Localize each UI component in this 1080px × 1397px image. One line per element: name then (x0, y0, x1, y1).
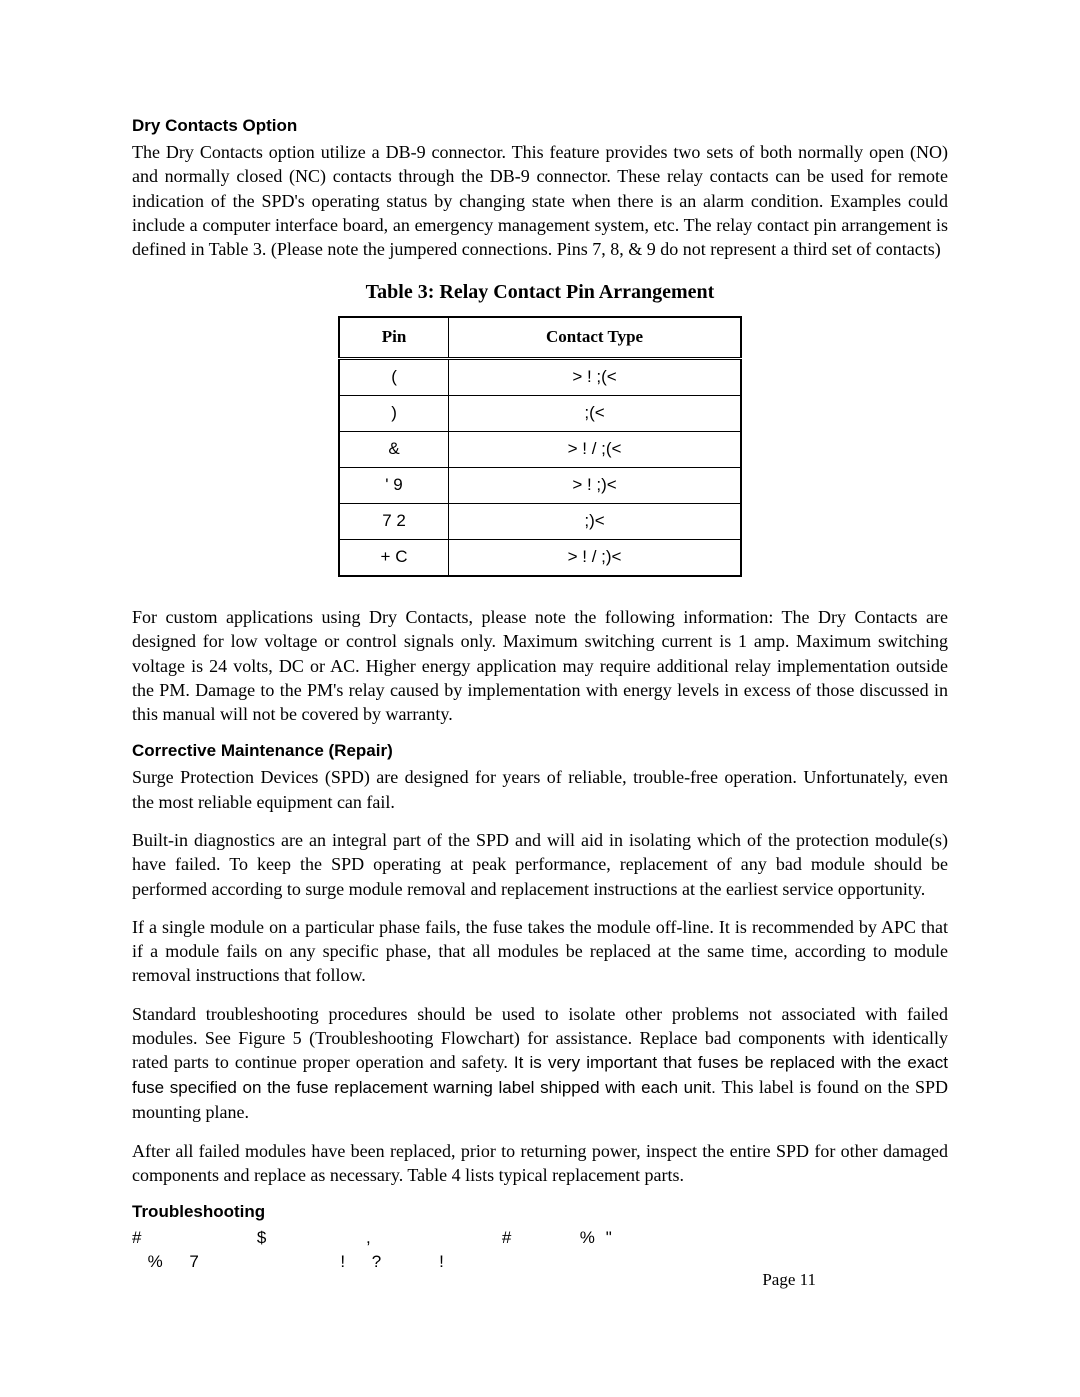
para-custom-applications: For custom applications using Dry Contac… (132, 605, 948, 726)
section-troubleshooting: Troubleshooting # $ , # % " % 7 ! ? ! (132, 1201, 948, 1274)
heading-dry-contacts: Dry Contacts Option (132, 115, 948, 138)
cell-pin: & (339, 432, 449, 468)
table-row: + C > ! / ;)< (339, 540, 741, 576)
cell-pin: ) (339, 396, 449, 432)
cell-type: ;)< (449, 504, 741, 540)
table-header-row: Pin Contact Type (339, 317, 741, 358)
relay-contact-table: Pin Contact Type ( > ! ;(< ) ;(< & > ! /… (338, 316, 742, 577)
para-corrective-2: Built-in diagnostics are an integral par… (132, 828, 948, 901)
cell-pin: ' 9 (339, 468, 449, 504)
cell-type: > ! ;(< (449, 359, 741, 396)
col-header-pin: Pin (339, 317, 449, 358)
cell-type: ;(< (449, 396, 741, 432)
cell-type: > ! / ;)< (449, 540, 741, 576)
para-corrective-5: After all failed modules have been repla… (132, 1139, 948, 1188)
section-dry-contacts: Dry Contacts Option The Dry Contacts opt… (132, 115, 948, 261)
cell-type: > ! ;)< (449, 468, 741, 504)
para-corrective-3: If a single module on a particular phase… (132, 915, 948, 988)
page-number: Page 11 (762, 1269, 816, 1292)
cell-pin: 7 2 (339, 504, 449, 540)
table-row: 7 2 ;)< (339, 504, 741, 540)
col-header-type: Contact Type (449, 317, 741, 358)
cell-type: > ! / ;(< (449, 432, 741, 468)
cell-pin: ( (339, 359, 449, 396)
table-title: Table 3: Relay Contact Pin Arrangement (132, 279, 948, 306)
table-row: ) ;(< (339, 396, 741, 432)
table-wrap: Pin Contact Type ( > ! ;(< ) ;(< & > ! /… (132, 316, 948, 577)
section-corrective-maintenance: Corrective Maintenance (Repair) Surge Pr… (132, 740, 948, 1187)
garbled-text: # $ , # % " % 7 ! ? ! (132, 1226, 948, 1274)
cell-pin: + C (339, 540, 449, 576)
para-corrective-4: Standard troubleshooting procedures shou… (132, 1002, 948, 1125)
table-row: ' 9 > ! ;)< (339, 468, 741, 504)
table-row: ( > ! ;(< (339, 359, 741, 396)
table-row: & > ! / ;(< (339, 432, 741, 468)
heading-corrective: Corrective Maintenance (Repair) (132, 740, 948, 763)
para-dry-contacts: The Dry Contacts option utilize a DB-9 c… (132, 140, 948, 261)
heading-troubleshooting: Troubleshooting (132, 1201, 948, 1224)
para-corrective-1: Surge Protection Devices (SPD) are desig… (132, 765, 948, 814)
